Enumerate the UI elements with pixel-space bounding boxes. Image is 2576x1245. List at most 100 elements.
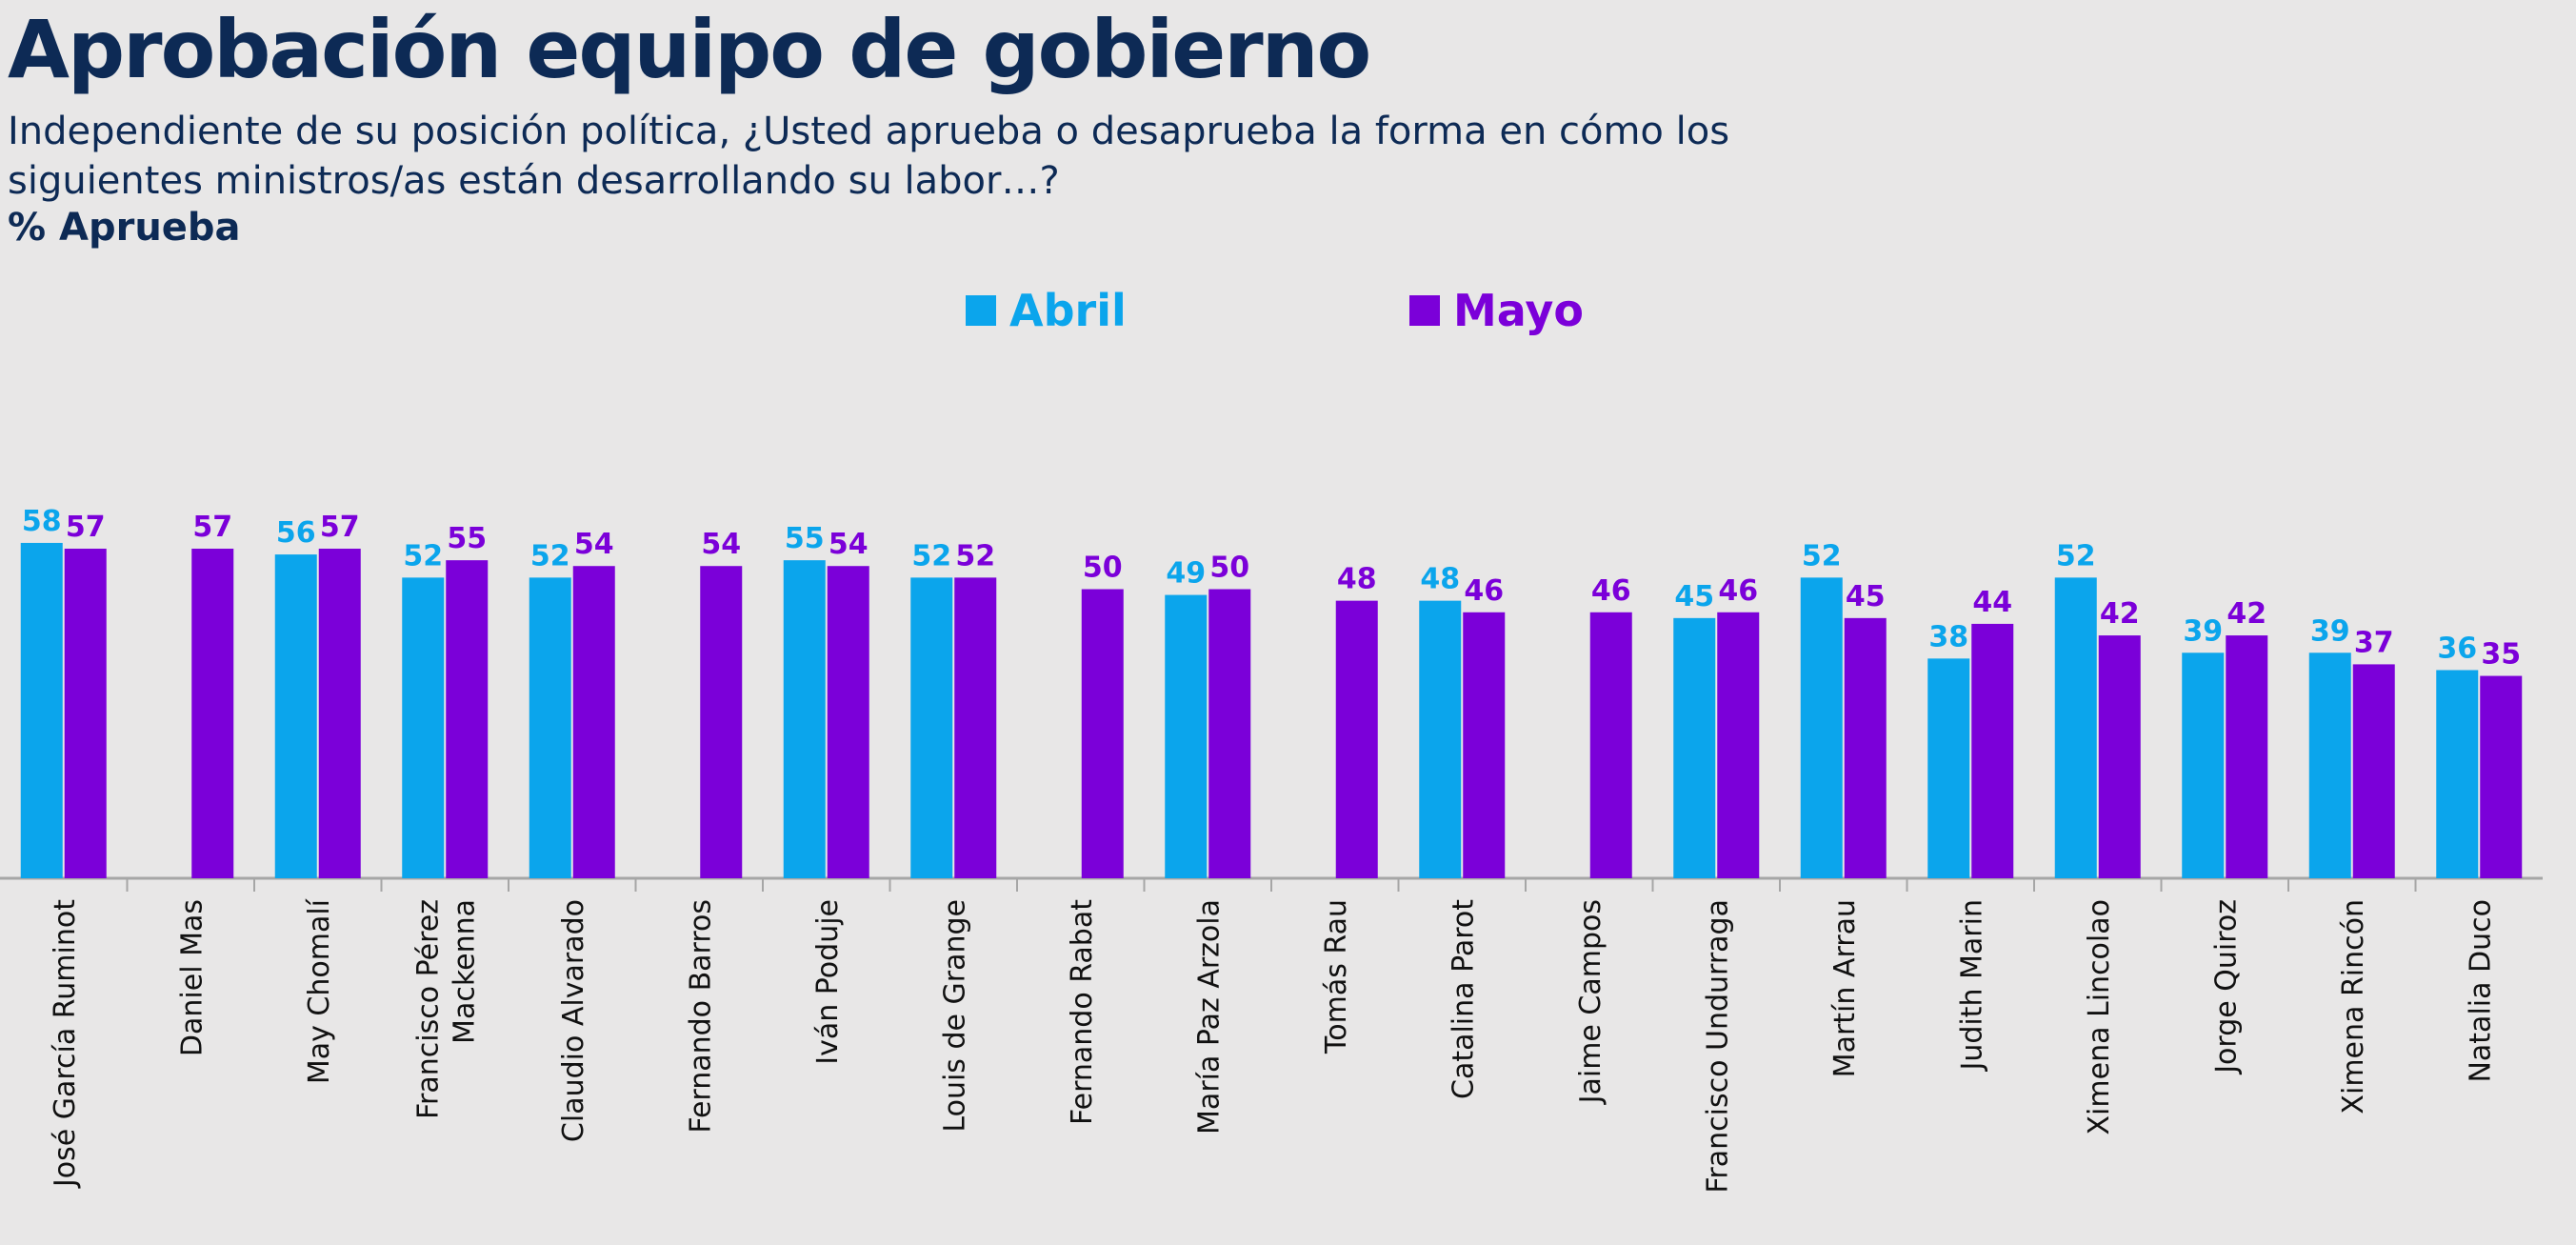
- bar-mayo-louis-de-grange: [954, 577, 997, 878]
- x-tick-label-francisco-undurraga: Francisco Undurraga: [1701, 899, 1734, 1194]
- legend-label-mayo: Mayo: [1453, 285, 1584, 336]
- x-tick-label-ximena-rincon: Ximena Rincón: [2337, 899, 2370, 1114]
- data-label-mayo-judith-marin: 44: [1972, 586, 2012, 619]
- x-tick-label-fernando-rabat: Fernando Rabat: [1066, 899, 1099, 1125]
- data-label-abril-may-chomali: 56: [276, 516, 316, 550]
- bar-abril-maria-paz-arzola: [1165, 594, 1208, 878]
- bar-mayo-tomas-rau: [1335, 600, 1378, 878]
- data-label-mayo-fernando-rabat: 50: [1083, 552, 1123, 585]
- data-label-mayo-ximena-lincolao: 42: [2100, 597, 2140, 631]
- x-tick-label-natalia-duco: Natalia Duco: [2464, 899, 2497, 1083]
- data-label-abril-catalina-parot: 48: [1420, 563, 1460, 596]
- data-label-abril-martin-arrau: 52: [1802, 539, 1842, 572]
- bar-mayo-fernando-rabat: [1081, 589, 1124, 878]
- data-label-mayo-may-chomali: 57: [320, 511, 360, 544]
- legend-item-abril: Abril: [966, 282, 1127, 339]
- bar-abril-jose-garcia-ruminot: [20, 542, 63, 878]
- data-label-abril-jorge-quiroz: 39: [2183, 614, 2223, 648]
- unit-label: % Aprueba: [8, 206, 241, 250]
- bar-mayo-martin-arrau: [1844, 617, 1887, 878]
- data-label-mayo-jorge-quiroz: 42: [2227, 597, 2266, 631]
- x-tick-label-louis-de-grange: Louis de Grange: [938, 899, 971, 1133]
- data-label-abril-jose-garcia-ruminot: 58: [22, 505, 62, 538]
- data-label-mayo-natalia-duco: 35: [2481, 638, 2521, 672]
- data-label-mayo-claudio-alvarado: 54: [574, 528, 614, 561]
- data-label-mayo-jaime-campos: 46: [1591, 574, 1631, 608]
- data-label-mayo-martin-arrau: 45: [1846, 580, 1886, 613]
- bar-abril-jorge-quiroz: [2182, 653, 2225, 878]
- x-tick-label-fernando-barros: Fernando Barros: [684, 899, 717, 1134]
- bar-mayo-daniel-mas: [191, 549, 234, 878]
- x-tick-label-jorge-quiroz: Jorge Quiroz: [2209, 899, 2243, 1075]
- data-label-abril-francisco-undurraga: 45: [1674, 580, 1714, 613]
- x-tick-label-ximena-lincolao: Ximena Lincolao: [2083, 899, 2116, 1135]
- bar-mayo-ivan-poduje: [827, 566, 869, 878]
- x-tick-label-ivan-poduje: Iván Poduje: [811, 899, 845, 1065]
- bar-mayo-may-chomali: [318, 549, 361, 878]
- x-tick-label-martin-arrau: Martín Arrau: [1828, 899, 1862, 1077]
- data-label-mayo-fernando-barros: 54: [701, 528, 741, 561]
- data-label-abril-claudio-alvarado: 52: [530, 539, 570, 572]
- bar-mayo-jorge-quiroz: [2226, 635, 2268, 878]
- data-label-mayo-maria-paz-arzola: 50: [1209, 552, 1249, 585]
- x-tick-label-daniel-mas: Daniel Mas: [175, 899, 209, 1056]
- data-label-abril-judith-marin: 38: [1928, 620, 1968, 653]
- bar-abril-catalina-parot: [1419, 600, 1462, 878]
- x-tick-label-tomas-rau: Tomás Rau: [1320, 899, 1353, 1054]
- data-label-mayo-francisco-undurraga: 46: [1718, 574, 1758, 608]
- data-label-mayo-jose-garcia-ruminot: 57: [66, 511, 106, 544]
- legend-label-abril: Abril: [1009, 285, 1127, 336]
- legend-swatch-mayo: [1409, 295, 1440, 326]
- bar-abril-claudio-alvarado: [529, 577, 571, 878]
- legend-swatch-abril: [966, 295, 996, 326]
- bar-abril-martin-arrau: [1800, 577, 1843, 878]
- bar-mayo-jaime-campos: [1589, 612, 1632, 878]
- x-tick-label-judith-marin: Judith Marin: [1955, 899, 1988, 1073]
- bar-mayo-claudio-alvarado: [572, 566, 615, 878]
- data-label-abril-francisco-perez-mackenna: 52: [403, 539, 443, 572]
- bar-mayo-maria-paz-arzola: [1208, 589, 1251, 878]
- bar-abril-francisco-undurraga: [1673, 617, 1716, 878]
- data-label-mayo-francisco-perez-mackenna: 55: [447, 522, 487, 555]
- bar-abril-francisco-perez-mackenna: [402, 577, 445, 878]
- data-label-mayo-tomas-rau: 48: [1337, 563, 1377, 596]
- data-label-abril-maria-paz-arzola: 49: [1166, 557, 1206, 591]
- x-tick-label-jaime-campos: Jaime Campos: [1574, 899, 1608, 1105]
- bar-abril-ximena-rincon: [2308, 653, 2351, 878]
- bar-mayo-judith-marin: [1971, 623, 2014, 878]
- bar-abril-may-chomali: [274, 554, 317, 878]
- bar-mayo-jose-garcia-ruminot: [64, 549, 107, 878]
- bar-abril-natalia-duco: [2436, 670, 2479, 878]
- data-label-abril-natalia-duco: 36: [2437, 632, 2477, 665]
- x-tick-label-claudio-alvarado: Claudio Alvarado: [557, 899, 590, 1142]
- x-tick-label-francisco-perez-mackenna: Francisco Pérez Mackenna: [411, 899, 481, 1119]
- data-label-mayo-daniel-mas: 57: [192, 511, 232, 544]
- data-label-mayo-louis-de-grange: 52: [955, 539, 995, 572]
- data-label-abril-ximena-rincon: 39: [2310, 614, 2350, 648]
- chart-subtitle: Independiente de su posición política, ¿…: [8, 110, 1730, 203]
- data-label-abril-ximena-lincolao: 52: [2056, 539, 2096, 572]
- bar-mayo-catalina-parot: [1463, 612, 1506, 878]
- data-label-mayo-catalina-parot: 46: [1464, 574, 1504, 608]
- bar-abril-louis-de-grange: [910, 577, 953, 878]
- bar-mayo-ximena-lincolao: [2098, 635, 2141, 878]
- bar-mayo-francisco-perez-mackenna: [446, 560, 489, 878]
- bar-mayo-francisco-undurraga: [1717, 612, 1760, 878]
- chart-title: Aprobación equipo de gobierno: [8, 3, 1371, 96]
- bar-abril-ivan-poduje: [783, 560, 826, 878]
- legend-item-mayo: Mayo: [1409, 282, 1584, 339]
- x-tick-label-may-chomali: May Chomalí: [303, 897, 336, 1084]
- bar-abril-ximena-lincolao: [2054, 577, 2097, 878]
- x-tick-label-jose-garcia-ruminot: José García Ruminot: [49, 899, 82, 1189]
- data-label-abril-ivan-poduje: 55: [785, 522, 825, 555]
- bar-abril-judith-marin: [1927, 658, 1970, 878]
- bar-mayo-ximena-rincon: [2352, 664, 2395, 878]
- data-label-mayo-ximena-rincon: 37: [2354, 626, 2394, 659]
- bar-mayo-fernando-barros: [700, 566, 743, 878]
- x-tick-label-maria-paz-arzola: María Paz Arzola: [1192, 899, 1226, 1135]
- data-label-abril-louis-de-grange: 52: [911, 539, 951, 572]
- data-label-mayo-ivan-poduje: 54: [829, 528, 869, 561]
- bar-mayo-natalia-duco: [2480, 675, 2523, 878]
- x-tick-label-catalina-parot: Catalina Parot: [1447, 899, 1480, 1099]
